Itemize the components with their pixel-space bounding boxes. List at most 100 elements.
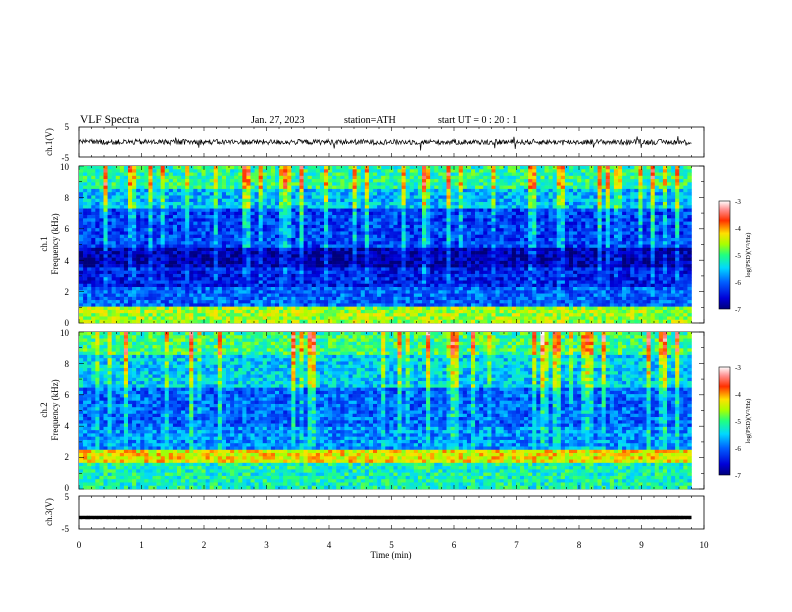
- spectrogram-cell: [262, 195, 268, 200]
- spectrogram-cell: [466, 287, 472, 291]
- spectrogram-cell: [172, 175, 178, 180]
- spectrogram-cell: [344, 221, 349, 226]
- spectrogram-cell: [422, 273, 427, 278]
- spectrogram-cell: [148, 211, 153, 216]
- spectrogram-cell: [254, 179, 259, 183]
- spectrogram-cell: [352, 198, 357, 203]
- spectrogram-cell: [364, 244, 370, 249]
- spectrogram-cell: [324, 221, 329, 226]
- spectrogram-cell: [213, 172, 219, 177]
- spectrogram-cell: [181, 270, 186, 275]
- spectrogram-cell: [458, 316, 464, 321]
- spectrogram-cell: [189, 237, 194, 242]
- spectrogram-cell: [238, 290, 243, 294]
- spectrogram-cell: [160, 319, 166, 324]
- spectrogram-cell: [238, 316, 243, 321]
- spectrogram-cell: [87, 270, 92, 275]
- spectrogram-cell: [299, 316, 304, 321]
- spectrogram-cell: [197, 309, 202, 314]
- spectrogram-cell: [483, 182, 488, 186]
- spectrogram-cell: [303, 182, 308, 186]
- spectrogram-cell: [221, 251, 227, 255]
- spectrogram-cell: [279, 231, 284, 235]
- spectrogram-cell: [172, 201, 178, 206]
- spectrogram-cell: [487, 247, 492, 252]
- spectrogram-cell: [254, 195, 259, 200]
- spectrogram-cell: [426, 211, 431, 216]
- spectrogram-cell: [275, 221, 280, 226]
- spectrogram-cell: [111, 169, 117, 173]
- spectrogram-cell: [438, 306, 443, 311]
- spectrogram-cell: [156, 270, 161, 275]
- spectrogram-cell: [430, 251, 435, 255]
- spectrogram-cell: [201, 296, 206, 301]
- spectrogram-cell: [226, 192, 231, 196]
- spectrogram-cell: [356, 283, 362, 288]
- spectrogram-cell: [246, 234, 251, 239]
- spectrogram-cell: [238, 228, 243, 232]
- spectrogram-cell: [189, 175, 194, 180]
- spectrogram-cell: [201, 175, 206, 180]
- spectrogram-cell: [303, 254, 308, 258]
- spectrogram-cell: [79, 287, 84, 291]
- spectrogram-cell: [291, 257, 296, 262]
- spectrogram-cell: [270, 198, 276, 203]
- spectrogram-cell: [413, 260, 419, 265]
- spectrogram-cell: [258, 198, 264, 203]
- spectrogram-cell: [197, 182, 202, 186]
- spectrogram-cell: [389, 201, 394, 206]
- spectrogram-cell: [185, 287, 190, 291]
- spectrogram-cell: [217, 211, 223, 216]
- spectrogram-cell: [103, 251, 108, 255]
- spectrogram-cell: [270, 257, 276, 262]
- spectrogram-cell: [234, 241, 239, 245]
- spectrogram-cell: [483, 179, 488, 183]
- spectrogram-cell: [266, 313, 272, 317]
- spectrogram-cell: [107, 179, 112, 183]
- spectrogram-cell: [164, 175, 170, 180]
- spectrogram-cell: [352, 277, 357, 281]
- spectrogram-cell: [103, 241, 108, 245]
- spectrogram-cell: [458, 192, 464, 196]
- spectrogram-cell: [299, 309, 304, 314]
- spectrogram-cell: [123, 218, 129, 222]
- spectrogram-cell: [123, 293, 129, 298]
- spectrogram-cell: [458, 296, 464, 301]
- spectrogram-cell: [454, 205, 460, 209]
- spectrogram-cell: [360, 306, 366, 311]
- spectrogram-cell: [230, 211, 235, 216]
- spectrogram-cell: [483, 195, 488, 200]
- spectrogram-cell: [189, 290, 194, 294]
- spectrogram-cell: [401, 182, 406, 186]
- spectrogram-cell: [107, 287, 112, 291]
- spectrogram-cell: [364, 251, 370, 255]
- spectrogram-cell: [438, 237, 443, 242]
- spectrogram-cell: [115, 215, 121, 219]
- spectrogram-cell: [303, 169, 308, 173]
- spectrogram-cell: [483, 287, 488, 291]
- spectrogram-cell: [164, 188, 170, 193]
- spectrogram-cell: [136, 260, 141, 265]
- spectrogram-cell: [319, 293, 325, 298]
- spectrogram-cell: [156, 293, 161, 298]
- spectrogram-cell: [262, 290, 268, 294]
- spectrogram-cell: [324, 198, 329, 203]
- spectrogram-cell: [287, 273, 292, 278]
- spectrogram-cell: [258, 264, 264, 268]
- spectrogram-cell: [283, 228, 288, 232]
- spectrogram-cell: [266, 270, 272, 275]
- spectrogram-cell: [246, 221, 251, 226]
- spectrogram-cell: [491, 251, 496, 255]
- spectrogram-cell: [364, 231, 370, 235]
- spectrogram-cell: [168, 228, 174, 232]
- spectrogram-cell: [136, 198, 141, 203]
- spectrogram-cell: [258, 280, 264, 285]
- spectrogram-cell: [401, 192, 406, 196]
- spectrogram-cell: [487, 309, 492, 314]
- spectrogram-cell: [107, 277, 112, 281]
- spectrogram-cell: [377, 188, 382, 193]
- spectrogram-cell: [458, 254, 464, 258]
- spectrogram-cell: [226, 260, 231, 265]
- spectrogram-cell: [307, 195, 313, 200]
- spectrogram-cell: [197, 188, 202, 193]
